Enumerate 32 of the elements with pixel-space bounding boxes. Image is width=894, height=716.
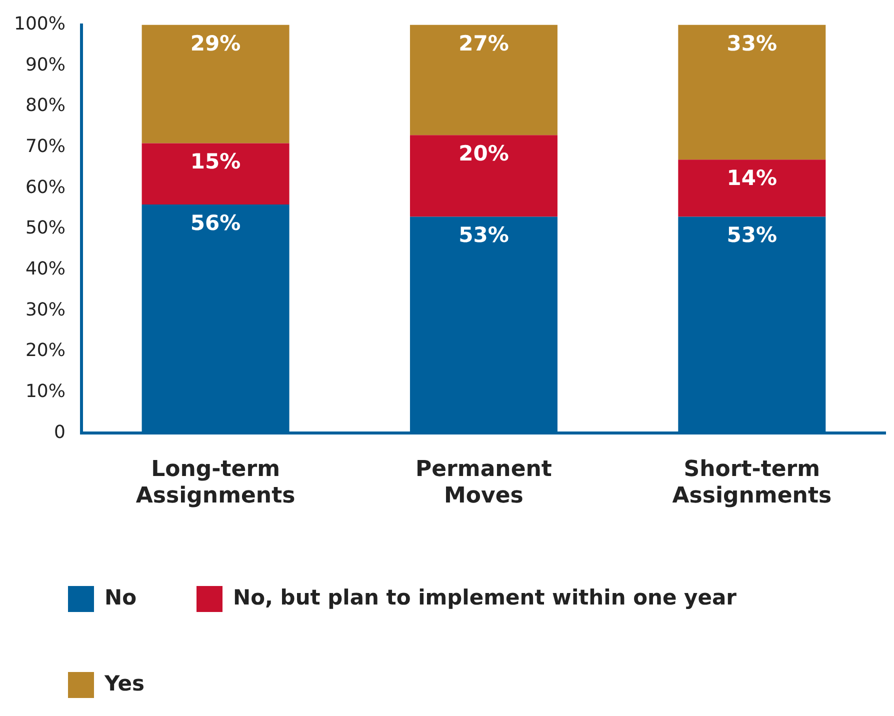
y-tick-label: 80%	[25, 95, 66, 116]
y-tick-label: 10%	[25, 381, 66, 402]
bar	[410, 24, 558, 136]
bar	[678, 160, 826, 217]
data-label: 20%	[458, 142, 509, 166]
legend-label: No, but plan to implement within one year	[233, 585, 738, 610]
legend-label: No	[104, 585, 137, 610]
y-tick-label: 100%	[14, 13, 66, 34]
bar	[410, 135, 558, 217]
x-tick-label: Short-term Assignments	[672, 457, 832, 509]
bar	[142, 24, 290, 144]
data-label: 33%	[726, 31, 778, 56]
data-label: 14%	[726, 166, 778, 190]
y-tick-label: 0	[54, 422, 66, 443]
y-tick-label: 50%	[25, 218, 66, 239]
bar	[678, 24, 826, 160]
data-label: 15%	[190, 150, 241, 174]
legend-label: Yes	[104, 671, 145, 696]
y-tick-label: 30%	[25, 299, 66, 320]
x-tick-label: Permanent Moves	[416, 457, 552, 509]
bar	[142, 143, 290, 204]
y-tick-label: 60%	[25, 176, 66, 198]
data-label: 53%	[726, 223, 778, 248]
y-tick-label: 40%	[25, 258, 66, 280]
data-label: 53%	[458, 223, 509, 248]
data-label: 27%	[458, 31, 509, 56]
y-tick-label: 70%	[25, 136, 66, 157]
data-label: 56%	[190, 210, 241, 235]
y-tick-label: 90%	[25, 54, 66, 76]
x-tick-label: Long-term Assignments	[136, 457, 296, 509]
y-tick-label: 20%	[25, 340, 66, 362]
data-label: 29%	[190, 31, 241, 56]
